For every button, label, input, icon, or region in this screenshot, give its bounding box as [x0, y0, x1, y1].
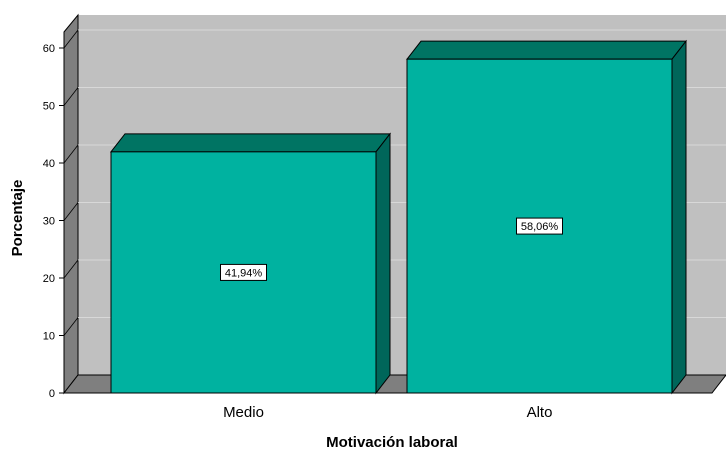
data-label-text: 58,06%	[521, 221, 559, 233]
data-label-text: 41,94%	[225, 267, 263, 279]
y-tick-label: 40	[43, 158, 55, 170]
y-tick-label: 50	[43, 101, 55, 113]
y-axis-title: Porcentaje	[9, 180, 26, 257]
bar-side-face	[671, 39, 687, 395]
y-tick-label: 20	[43, 273, 55, 285]
gridline-wall-segment	[63, 87, 79, 106]
y-tick-label: 10	[43, 331, 55, 343]
y-axis-ticks: 0 10 20 30 40 50 60	[43, 43, 64, 400]
bars: 41,94% 58,06%	[109, 39, 688, 395]
bar-top-face	[109, 133, 392, 153]
y-tick-label: 60	[43, 43, 55, 55]
bar-front-face	[406, 58, 673, 394]
data-label: 58,06%	[516, 217, 563, 235]
bar	[405, 39, 688, 395]
data-label-box	[220, 263, 267, 281]
bar	[109, 132, 392, 395]
gridline-wall-segment	[63, 29, 79, 49]
bar-top-face	[405, 40, 688, 60]
gridline-wall-segment	[63, 259, 79, 279]
data-label-box	[516, 217, 563, 235]
data-label: 41,94%	[220, 263, 267, 281]
y-tick-label: 0	[49, 388, 55, 400]
y-tick-label: 30	[43, 216, 55, 228]
bar-side-face	[375, 132, 391, 395]
x-axis-title: Motivación laboral	[326, 434, 458, 451]
gridline-wall-segment	[63, 317, 79, 336]
x-tick-label: Alto	[527, 404, 553, 421]
gridline-wall-segment	[63, 202, 79, 221]
chart-left-wall	[63, 13, 79, 395]
category-labels: Medio Alto	[223, 404, 552, 421]
gridline-wall-segment	[63, 144, 79, 164]
x-tick-label: Medio	[223, 404, 264, 421]
